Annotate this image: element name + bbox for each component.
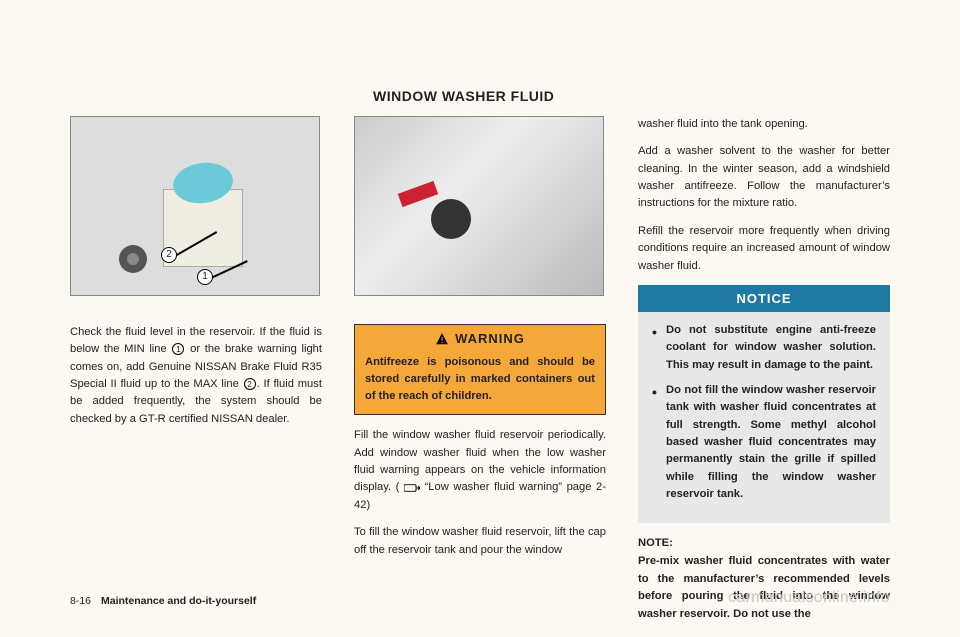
note-label: NOTE: — [638, 537, 890, 549]
callout-number-2: 2 — [161, 247, 177, 263]
section-heading: WINDOW WASHER FLUID — [373, 88, 554, 104]
notice-list: Do not substitute engine anti-freeze coo… — [652, 322, 876, 504]
warning-icon — [435, 332, 449, 346]
brake-fluid-paragraph: Check the fluid level in the reservoir. … — [70, 324, 322, 428]
page-footer: 8-16 Maintenance and do-it-yourself — [70, 595, 256, 607]
warning-body: Antifreeze is poisonous and should be st… — [355, 350, 605, 414]
figure2-background — [355, 117, 603, 295]
brake-fluid-figure: 1 2 — [70, 116, 320, 296]
watermark: carmanualsonline.info — [728, 589, 890, 607]
column-1: 1 2 Check the fluid level in the reservo… — [70, 88, 322, 607]
notice-header: NOTICE — [638, 285, 890, 312]
inline-circle-1: 1 — [172, 343, 184, 355]
page-number: 8-16 — [70, 595, 91, 607]
washer-continue-paragraph: washer fluid into the tank opening. — [638, 116, 890, 133]
column-3: washer fluid into the tank opening. Add … — [638, 88, 890, 607]
washer-fill-paragraph-1: Fill the window washer fluid reservoir p… — [354, 427, 606, 514]
warning-box: WARNING Antifreeze is poisonous and shou… — [354, 324, 606, 415]
notice-item-1: Do not substitute engine anti-freeze coo… — [652, 322, 876, 374]
washer-cap-shape — [431, 199, 471, 239]
column-2: WARNING Antifreeze is poisonous and shou… — [354, 88, 606, 607]
washer-solvent-paragraph: Add a washer solvent to the washer for b… — [638, 143, 890, 212]
notice-box: NOTICE Do not substitute engine anti-fre… — [638, 285, 890, 524]
footer-title: Maintenance and do-it-yourself — [101, 595, 256, 607]
warning-label: WARNING — [455, 331, 525, 346]
bolt-shape — [119, 245, 147, 273]
inline-circle-2: 2 — [244, 378, 256, 390]
callout-number-1: 1 — [197, 269, 213, 285]
washer-fluid-figure — [354, 116, 604, 296]
washer-refill-paragraph: Refill the reservoir more frequently whe… — [638, 223, 890, 275]
warning-header: WARNING — [355, 325, 605, 350]
notice-item-2: Do not fill the window washer reservoir … — [652, 382, 876, 504]
washer-fill-paragraph-2: To fill the window washer fluid reservoi… — [354, 524, 606, 559]
notice-body: Do not substitute engine anti-freeze coo… — [638, 312, 890, 524]
reference-icon — [404, 483, 420, 493]
